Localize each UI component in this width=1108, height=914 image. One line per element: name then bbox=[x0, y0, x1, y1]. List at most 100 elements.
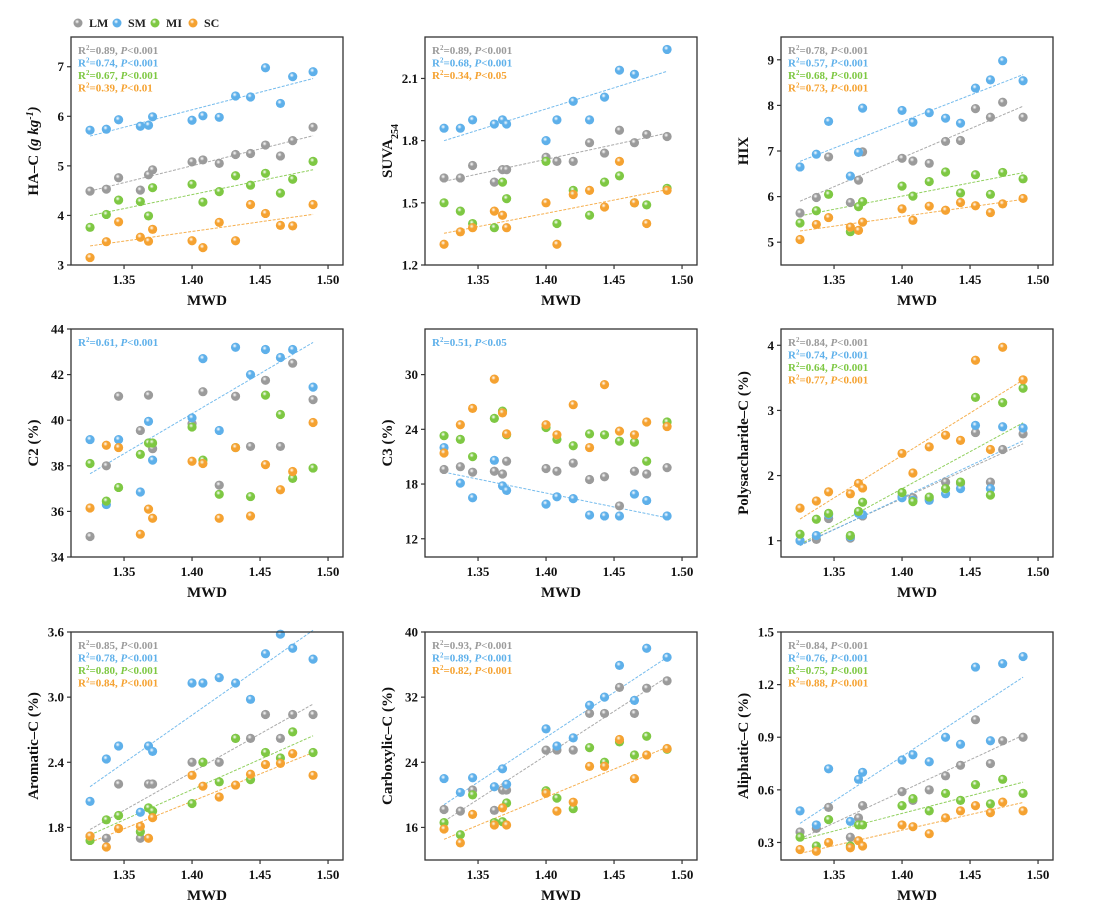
data-point-MI bbox=[629, 750, 640, 760]
data-point-LM bbox=[114, 779, 124, 789]
data-point-LM bbox=[502, 165, 512, 175]
data-point-SM bbox=[584, 115, 595, 125]
data-point-LM bbox=[858, 801, 868, 811]
data-point-MI bbox=[187, 179, 197, 189]
data-point-SC bbox=[114, 217, 124, 227]
data-point-SC bbox=[552, 239, 562, 249]
data-point-MI bbox=[998, 774, 1008, 784]
data-point-SC bbox=[288, 749, 298, 759]
r2-label: R bbox=[78, 653, 87, 665]
data-point-SC bbox=[599, 202, 610, 212]
data-point-LM bbox=[845, 197, 855, 208]
p-label: P bbox=[120, 83, 127, 95]
data-point-MI bbox=[260, 747, 271, 758]
data-point-LM bbox=[308, 709, 318, 720]
p-label: P bbox=[830, 337, 837, 349]
data-point-MI bbox=[824, 815, 834, 825]
data-point-MI bbox=[811, 206, 821, 216]
y-axis-label-part: SUVA bbox=[380, 139, 396, 178]
y-axis-label: Aromatic–C (%) bbox=[26, 692, 42, 800]
data-point-SC bbox=[148, 813, 158, 823]
data-point-SC bbox=[824, 837, 834, 848]
data-point-SM bbox=[135, 487, 145, 497]
data-point-LM bbox=[599, 148, 610, 158]
data-point-SC bbox=[858, 483, 868, 493]
fit-line-SC bbox=[799, 198, 1024, 232]
p-label: P bbox=[120, 653, 127, 665]
data-point-LM bbox=[143, 390, 154, 400]
y-tick-label: 8 bbox=[768, 98, 775, 113]
data-point-SC bbox=[811, 219, 821, 230]
y-axis-label-part: 254 bbox=[390, 124, 401, 139]
data-point-MI bbox=[198, 757, 208, 767]
y-tick-label: 3 bbox=[768, 403, 775, 418]
y-tick-label: 5 bbox=[768, 235, 775, 250]
data-point-LM bbox=[489, 466, 499, 476]
data-point-SC bbox=[985, 808, 996, 818]
r2-annotation-LM: R2=0.89, P<0.001 bbox=[432, 44, 512, 57]
data-point-SC bbox=[455, 420, 465, 430]
panel-8: 1.35 1.40 1.45 1.50 16 24 32 40 MWD Carboxylic–C … bbox=[380, 625, 698, 904]
data-point-SM bbox=[584, 510, 595, 520]
r2-sup: 2 bbox=[440, 652, 444, 660]
data-point-MI bbox=[308, 747, 318, 758]
r2-value: =0.77, bbox=[799, 375, 830, 387]
data-point-MI bbox=[245, 491, 256, 502]
data-point-SM bbox=[198, 354, 208, 364]
r2-annotation-MI: R2=0.67, P<0.001 bbox=[78, 69, 158, 82]
data-point-SC bbox=[795, 234, 805, 245]
data-point-SM bbox=[642, 643, 652, 653]
data-point-LM bbox=[260, 140, 271, 150]
r2-label: R bbox=[432, 640, 441, 652]
x-tick-label: 1.35 bbox=[823, 272, 846, 287]
data-point-SM bbox=[214, 112, 224, 122]
data-point-MI bbox=[795, 218, 805, 228]
data-point-MI bbox=[955, 188, 966, 198]
data-point-SC bbox=[214, 513, 224, 523]
data-point-MI bbox=[970, 779, 981, 790]
y-tick-label: 7 bbox=[768, 144, 775, 159]
data-point-SM bbox=[541, 499, 551, 509]
p-value: <0.001 bbox=[127, 337, 158, 349]
data-point-SC bbox=[245, 199, 256, 210]
data-point-LM bbox=[260, 375, 271, 385]
data-point-SM bbox=[614, 511, 625, 521]
data-point-SC bbox=[908, 215, 918, 225]
r2-annotation-SM: R2=0.74, P<0.001 bbox=[78, 57, 158, 70]
fit-line-SM bbox=[443, 70, 668, 142]
data-point-SM bbox=[489, 119, 499, 129]
data-point-MI bbox=[187, 798, 197, 809]
plot-frame bbox=[70, 328, 344, 558]
data-point-LM bbox=[970, 715, 981, 725]
data-point-MI bbox=[541, 156, 551, 166]
x-tick-label: 1.45 bbox=[249, 564, 272, 579]
panel-6: 1.35 1.40 1.45 1.50 1 2 3 4 MWD Polysaccharide–C … bbox=[736, 328, 1054, 601]
x-tick-label: 1.35 bbox=[113, 272, 136, 287]
y-axis-label-part: C3 (%) bbox=[380, 419, 396, 466]
r2-sup: 2 bbox=[796, 677, 800, 685]
data-point-SM bbox=[260, 649, 271, 659]
data-point-MI bbox=[308, 156, 318, 167]
fit-line-LM bbox=[799, 734, 1024, 840]
data-point-MI bbox=[489, 223, 499, 233]
data-point-MI bbox=[143, 211, 154, 221]
data-point-MI bbox=[489, 413, 499, 423]
data-point-SM bbox=[599, 692, 610, 702]
data-point-SM bbox=[811, 820, 821, 830]
r2-value: =0.85, bbox=[89, 640, 120, 652]
data-point-SM bbox=[143, 416, 154, 426]
data-point-SC bbox=[308, 770, 318, 780]
data-point-SC bbox=[970, 801, 981, 811]
x-axis-label: MWD bbox=[187, 293, 227, 309]
r2-sup: 2 bbox=[86, 44, 90, 52]
data-point-MI bbox=[642, 731, 652, 741]
data-point-SC bbox=[614, 734, 625, 745]
data-point-SC bbox=[198, 781, 208, 791]
y-axis-label-part: ) bbox=[26, 106, 42, 113]
r2-sup: 2 bbox=[796, 374, 800, 382]
data-point-MI bbox=[858, 197, 868, 207]
y-tick-label: 0.9 bbox=[758, 730, 775, 745]
p-label: P bbox=[830, 362, 837, 374]
plot-frame bbox=[424, 631, 698, 861]
data-point-SC bbox=[853, 225, 864, 235]
